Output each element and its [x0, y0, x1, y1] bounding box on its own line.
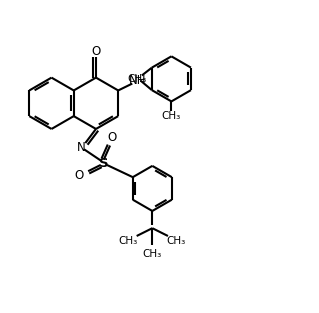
Text: CH₃: CH₃ [167, 236, 186, 246]
Text: N: N [77, 141, 85, 154]
Text: S: S [99, 157, 108, 170]
Text: O: O [91, 45, 100, 58]
Text: O: O [107, 131, 116, 144]
Text: O: O [75, 169, 84, 182]
Text: CH₃: CH₃ [128, 74, 147, 84]
Text: CH₃: CH₃ [162, 111, 181, 121]
Text: NH: NH [129, 74, 146, 87]
Text: CH₃: CH₃ [143, 249, 162, 259]
Text: CH₃: CH₃ [119, 236, 138, 246]
